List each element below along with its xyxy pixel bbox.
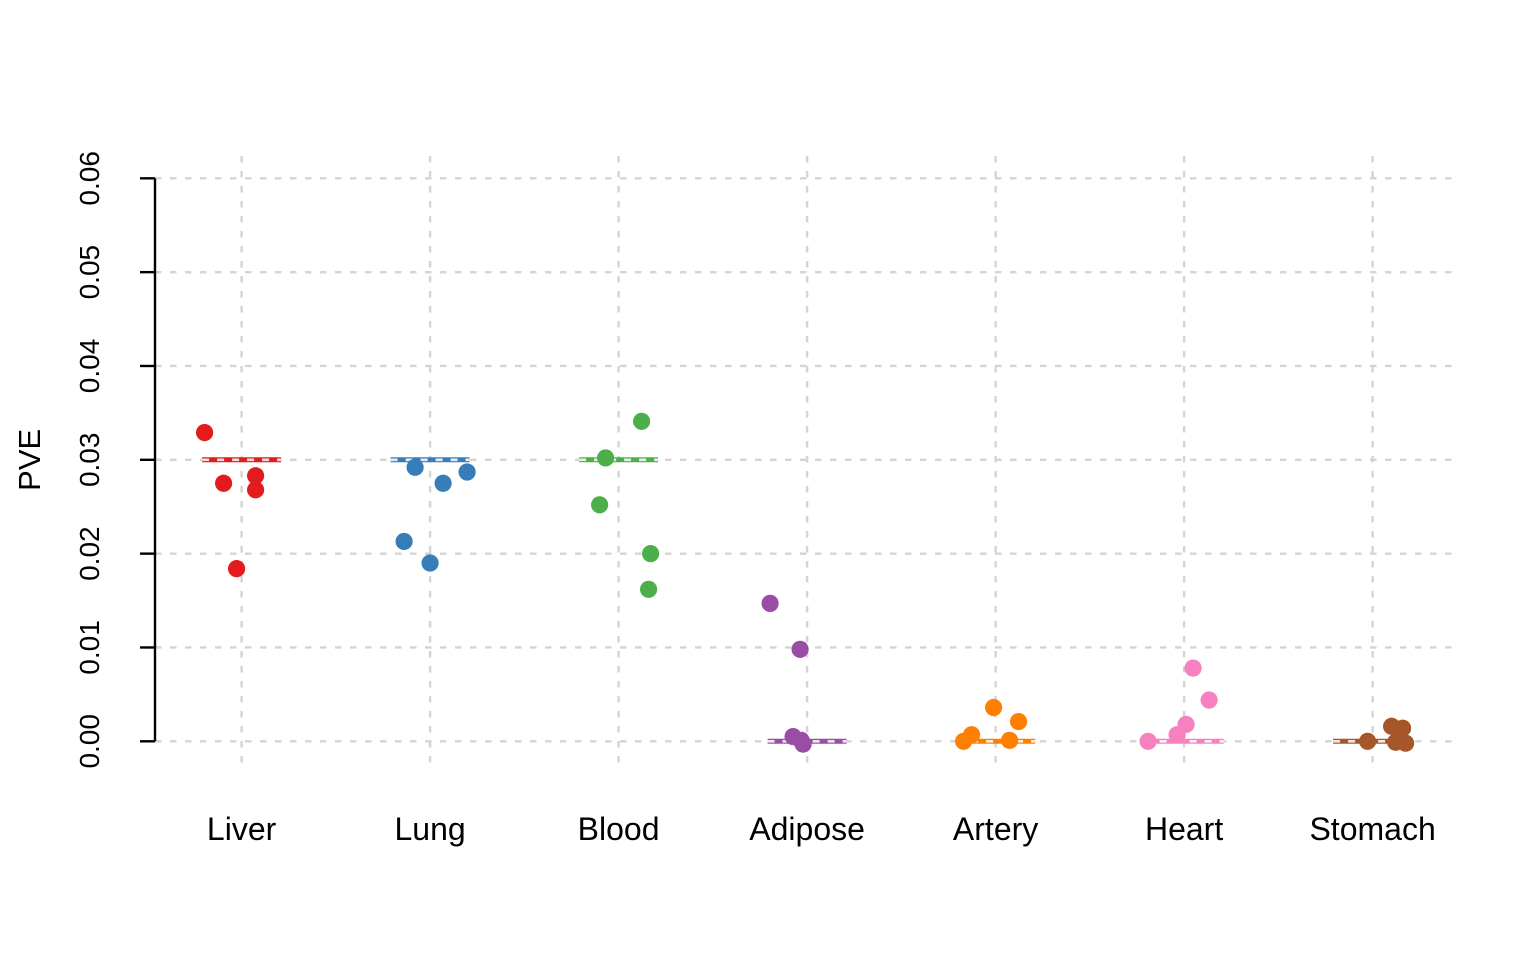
point-adipose [791,640,809,658]
point-stomach [1397,734,1415,752]
point-heart [1184,659,1202,677]
point-liver [247,467,265,485]
point-liver [228,560,246,578]
point-lung [421,554,439,572]
y-axis-title: PVE [12,429,47,491]
point-heart [1200,691,1218,709]
y-tick-label: 0.05 [74,245,105,300]
point-stomach [1359,732,1377,750]
point-stomach [1394,719,1412,737]
x-category-label-adipose: Adipose [749,811,865,847]
point-adipose [761,594,779,612]
point-blood [597,449,615,467]
point-liver [215,474,233,492]
point-blood [633,412,651,430]
y-tick-label: 0.01 [74,620,105,675]
point-blood [591,496,609,514]
point-blood [640,580,658,598]
y-tick-label: 0.03 [74,433,105,488]
point-heart [1139,732,1157,750]
point-artery [955,732,973,750]
point-artery [985,698,1003,717]
x-category-label-lung: Lung [395,811,466,847]
y-tick-label: 0.02 [74,526,105,581]
point-liver [196,423,214,442]
y-tick-label: 0.00 [74,714,105,769]
point-artery [1001,731,1019,749]
point-heart [1168,726,1186,744]
point-lung [458,463,476,481]
x-category-label-liver: Liver [207,811,277,847]
point-liver [247,481,265,499]
point-adipose [794,735,812,753]
point-lung [395,532,413,551]
y-tick-label: 0.04 [74,339,105,394]
x-category-label-stomach: Stomach [1309,811,1435,847]
x-category-label-heart: Heart [1145,811,1223,847]
point-artery [1010,712,1028,731]
point-lung [406,458,424,476]
x-category-label-artery: Artery [953,811,1038,847]
point-blood [642,545,660,563]
x-category-label-blood: Blood [578,811,660,847]
point-lung [434,474,452,492]
y-tick-label: 0.06 [74,151,105,206]
